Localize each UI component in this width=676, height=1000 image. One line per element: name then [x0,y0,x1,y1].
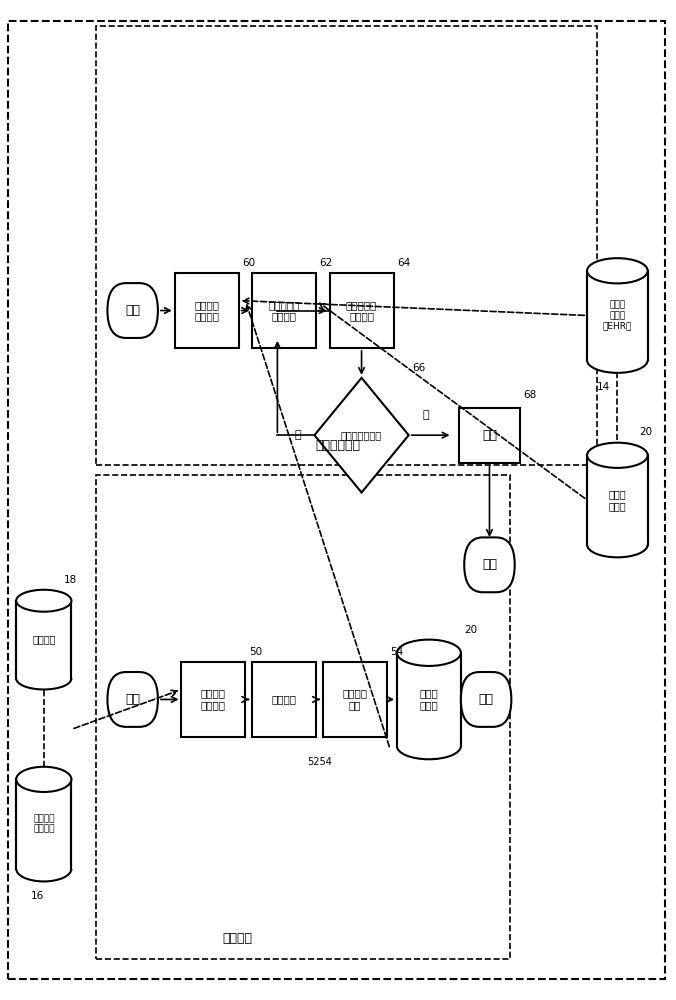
Text: 风险预
测模型: 风险预 测模型 [420,689,438,710]
FancyBboxPatch shape [107,672,158,727]
Text: 报告患者再
入院风险: 报告患者再 入院风险 [346,300,377,321]
Text: 识别患者再
入院风险: 识别患者再 入院风险 [268,300,299,321]
Text: 是: 是 [294,430,301,440]
Ellipse shape [587,443,648,468]
Bar [16,779,72,869]
Text: 54: 54 [390,647,404,657]
Text: 20: 20 [464,625,477,635]
Ellipse shape [397,733,461,759]
Text: 14: 14 [598,382,610,392]
Text: 否: 否 [422,410,429,420]
Text: 继续在医院中？: 继续在医院中？ [341,430,382,440]
Text: 60: 60 [242,258,256,268]
Text: 20: 20 [639,427,652,437]
Ellipse shape [587,532,648,557]
FancyBboxPatch shape [107,283,158,338]
FancyBboxPatch shape [252,273,316,348]
Text: 开始: 开始 [125,693,140,706]
FancyBboxPatch shape [181,662,245,737]
Text: 出院: 出院 [482,429,497,442]
FancyBboxPatch shape [464,537,514,592]
Text: 训练模型: 训练模型 [272,694,297,704]
Ellipse shape [587,258,648,283]
Text: 16: 16 [30,891,44,901]
FancyBboxPatch shape [323,662,387,737]
FancyBboxPatch shape [252,662,316,737]
Text: 5254: 5254 [307,757,332,767]
Polygon shape [314,378,409,493]
Bar [587,455,648,545]
Text: 68: 68 [523,390,536,400]
Ellipse shape [16,856,72,881]
Text: 66: 66 [412,363,425,373]
Ellipse shape [16,668,72,689]
Text: 结束: 结束 [482,558,497,571]
Ellipse shape [16,590,72,612]
Text: 风险预
测模型: 风险预 测模型 [608,489,626,511]
Text: 模型实施方式: 模型实施方式 [316,439,360,452]
Text: 本地数据: 本地数据 [32,635,55,645]
Text: 模型创建: 模型创建 [222,932,252,945]
Bar [16,601,72,679]
Text: 识别医院
风险: 识别医院 风险 [342,689,367,710]
FancyBboxPatch shape [174,273,239,348]
Ellipse shape [16,767,72,792]
FancyBboxPatch shape [330,273,393,348]
Text: 结束: 结束 [479,693,493,706]
Text: 收集出院
群体数据: 收集出院 群体数据 [201,689,226,710]
Ellipse shape [587,348,648,373]
Text: 18: 18 [64,575,77,585]
Text: 住院患者
出院摘要: 住院患者 出院摘要 [33,814,55,834]
Bar [587,271,648,360]
Text: 64: 64 [397,258,410,268]
Ellipse shape [397,640,461,666]
Text: 开始: 开始 [125,304,140,317]
Bar [397,653,461,746]
Text: 50: 50 [249,647,262,657]
Text: 电子医
院记录
（EHR）: 电子医 院记录 （EHR） [603,301,632,330]
FancyBboxPatch shape [459,408,520,463]
Text: 收集患者
出院数据: 收集患者 出院数据 [194,300,219,321]
FancyBboxPatch shape [461,672,511,727]
Text: 62: 62 [320,258,333,268]
